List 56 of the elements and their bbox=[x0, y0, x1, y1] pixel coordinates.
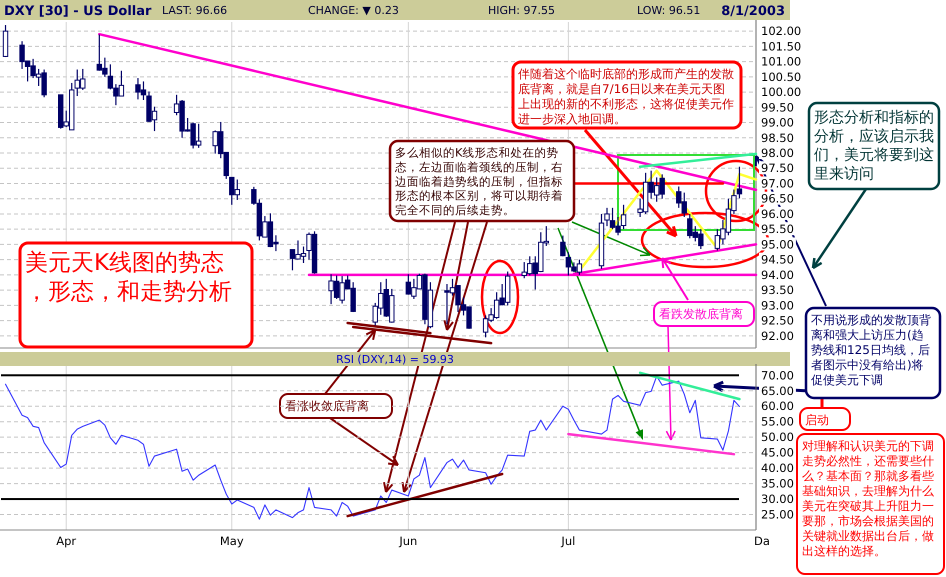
note-box: 形态分析和指标的分析，应该启示我们，美元将要到这里来访问 bbox=[808, 102, 940, 190]
ytick-label: 96.00 bbox=[759, 206, 796, 221]
ytick-label: 102.00 bbox=[759, 24, 804, 38]
x-axis-title: Da bbox=[754, 534, 770, 548]
annotation: 多么相似的K线形态和处在的势态，左边面临着颈线的压制，右边面临着趋势线的压制，但指标形态的根本区别，将可以期待着完全不同的后续走势。 bbox=[394, 146, 563, 217]
x-tick-label: Jul bbox=[560, 534, 576, 548]
ytick-label: 65.00 bbox=[759, 384, 796, 398]
ytick-label: 95.00 bbox=[759, 237, 796, 252]
ytick-label: 94.00 bbox=[759, 268, 796, 282]
x-tick-label: Apr bbox=[56, 534, 76, 548]
text: 8/1/2003 bbox=[721, 4, 785, 19]
ytick-label: 94.50 bbox=[759, 252, 796, 267]
ytick-label: 96.50 bbox=[759, 192, 796, 206]
ytick-label: 92.50 bbox=[759, 314, 796, 328]
ytick-label: 93.50 bbox=[759, 283, 796, 298]
ytick-label: 92.00 bbox=[759, 328, 796, 343]
ytick-label: 99.00 bbox=[759, 116, 796, 130]
annotation: 看跌发散底背离 bbox=[659, 307, 743, 321]
ytick-label: 35.00 bbox=[759, 476, 796, 491]
note-box: 看跌发散底背离 bbox=[653, 301, 755, 327]
ytick-label: 101.50 bbox=[759, 39, 804, 54]
text: CHANGE: ▼ 0.23 bbox=[308, 4, 399, 17]
annotation: 伴随着这个临时底部的形成而产生的发散底背离，就是自7/16日以来在美元天图上出现的新的不利形态，这将促使美元作进一步深入地回调。 bbox=[518, 67, 734, 126]
ytick-label: 93.00 bbox=[759, 298, 796, 312]
note-box: 对理解和认识美元的下调走势必然性，还需要些什么？基本面？那就多看些基础知识，去理解为什么美元在突破其上升阻力一要那，市场会根据美国的关键就业数据出台后，做出这样的选择。 bbox=[796, 433, 945, 575]
note-box: 多么相似的K线形态和处在的势态，左边面临着颈线的压制，右边面临着趋势线的压制，但指标形态的根本区别，将可以期待着完全不同的后续走势。 bbox=[388, 140, 576, 222]
ytick-label: 99.50 bbox=[759, 100, 796, 114]
note-box: 美元天K线图的势态，形态，和走势分析 bbox=[18, 242, 254, 348]
ytick-label: 55.00 bbox=[759, 414, 796, 429]
ytick-label: 97.50 bbox=[759, 161, 796, 176]
ytick-label: 45.00 bbox=[759, 446, 796, 460]
ytick-label: 70.00 bbox=[759, 368, 796, 382]
ytick-label: 30.00 bbox=[759, 492, 796, 506]
text: HIGH: 97.55 bbox=[488, 4, 556, 17]
ytick-label: 98.00 bbox=[759, 146, 796, 160]
ytick-label: 40.00 bbox=[759, 461, 796, 476]
chart-title: RSI (DXY,14) = 59.93 bbox=[336, 353, 454, 366]
ytick-label: 25.00 bbox=[759, 508, 796, 522]
x-tick-label: May bbox=[220, 534, 244, 548]
ytick-label: 60.00 bbox=[759, 399, 796, 414]
note-box: 启动 bbox=[799, 407, 851, 431]
annotation: 不用说形成的发散顶背离和强大上访压力(趋势线和125日均线，后者图示中没有给出)将促使美元下调 bbox=[811, 313, 931, 387]
ytick-label: 98.50 bbox=[759, 130, 796, 145]
ytick-label: 97.00 bbox=[759, 176, 796, 190]
ytick-label: 100.00 bbox=[759, 85, 804, 100]
text: LAST: 96.66 bbox=[162, 4, 228, 17]
ytick-label: 50.00 bbox=[759, 430, 796, 444]
note-box: 伴随着这个临时底部的形成而产生的发散底背离，就是自7/16日以来在美元天图上出现的新的不利形态，这将促使美元作进一步深入地回调。 bbox=[512, 60, 742, 130]
ytick-label: 101.00 bbox=[759, 54, 804, 69]
note-box: 不用说形成的发散顶背离和强大上访压力(趋势线和125日均线，后者图示中没有给出)将促使美元下调 bbox=[804, 306, 942, 400]
chart-title: DXY [30] - US Dollar bbox=[4, 4, 152, 19]
text: LOW: 96.51 bbox=[637, 4, 700, 17]
ytick-label: 95.50 bbox=[759, 222, 796, 236]
annotation: 美元天K线图的势态，形态，和走势分析 bbox=[25, 250, 232, 305]
ytick-label: 100.50 bbox=[759, 70, 804, 84]
x-tick-label: Jun bbox=[398, 534, 418, 548]
